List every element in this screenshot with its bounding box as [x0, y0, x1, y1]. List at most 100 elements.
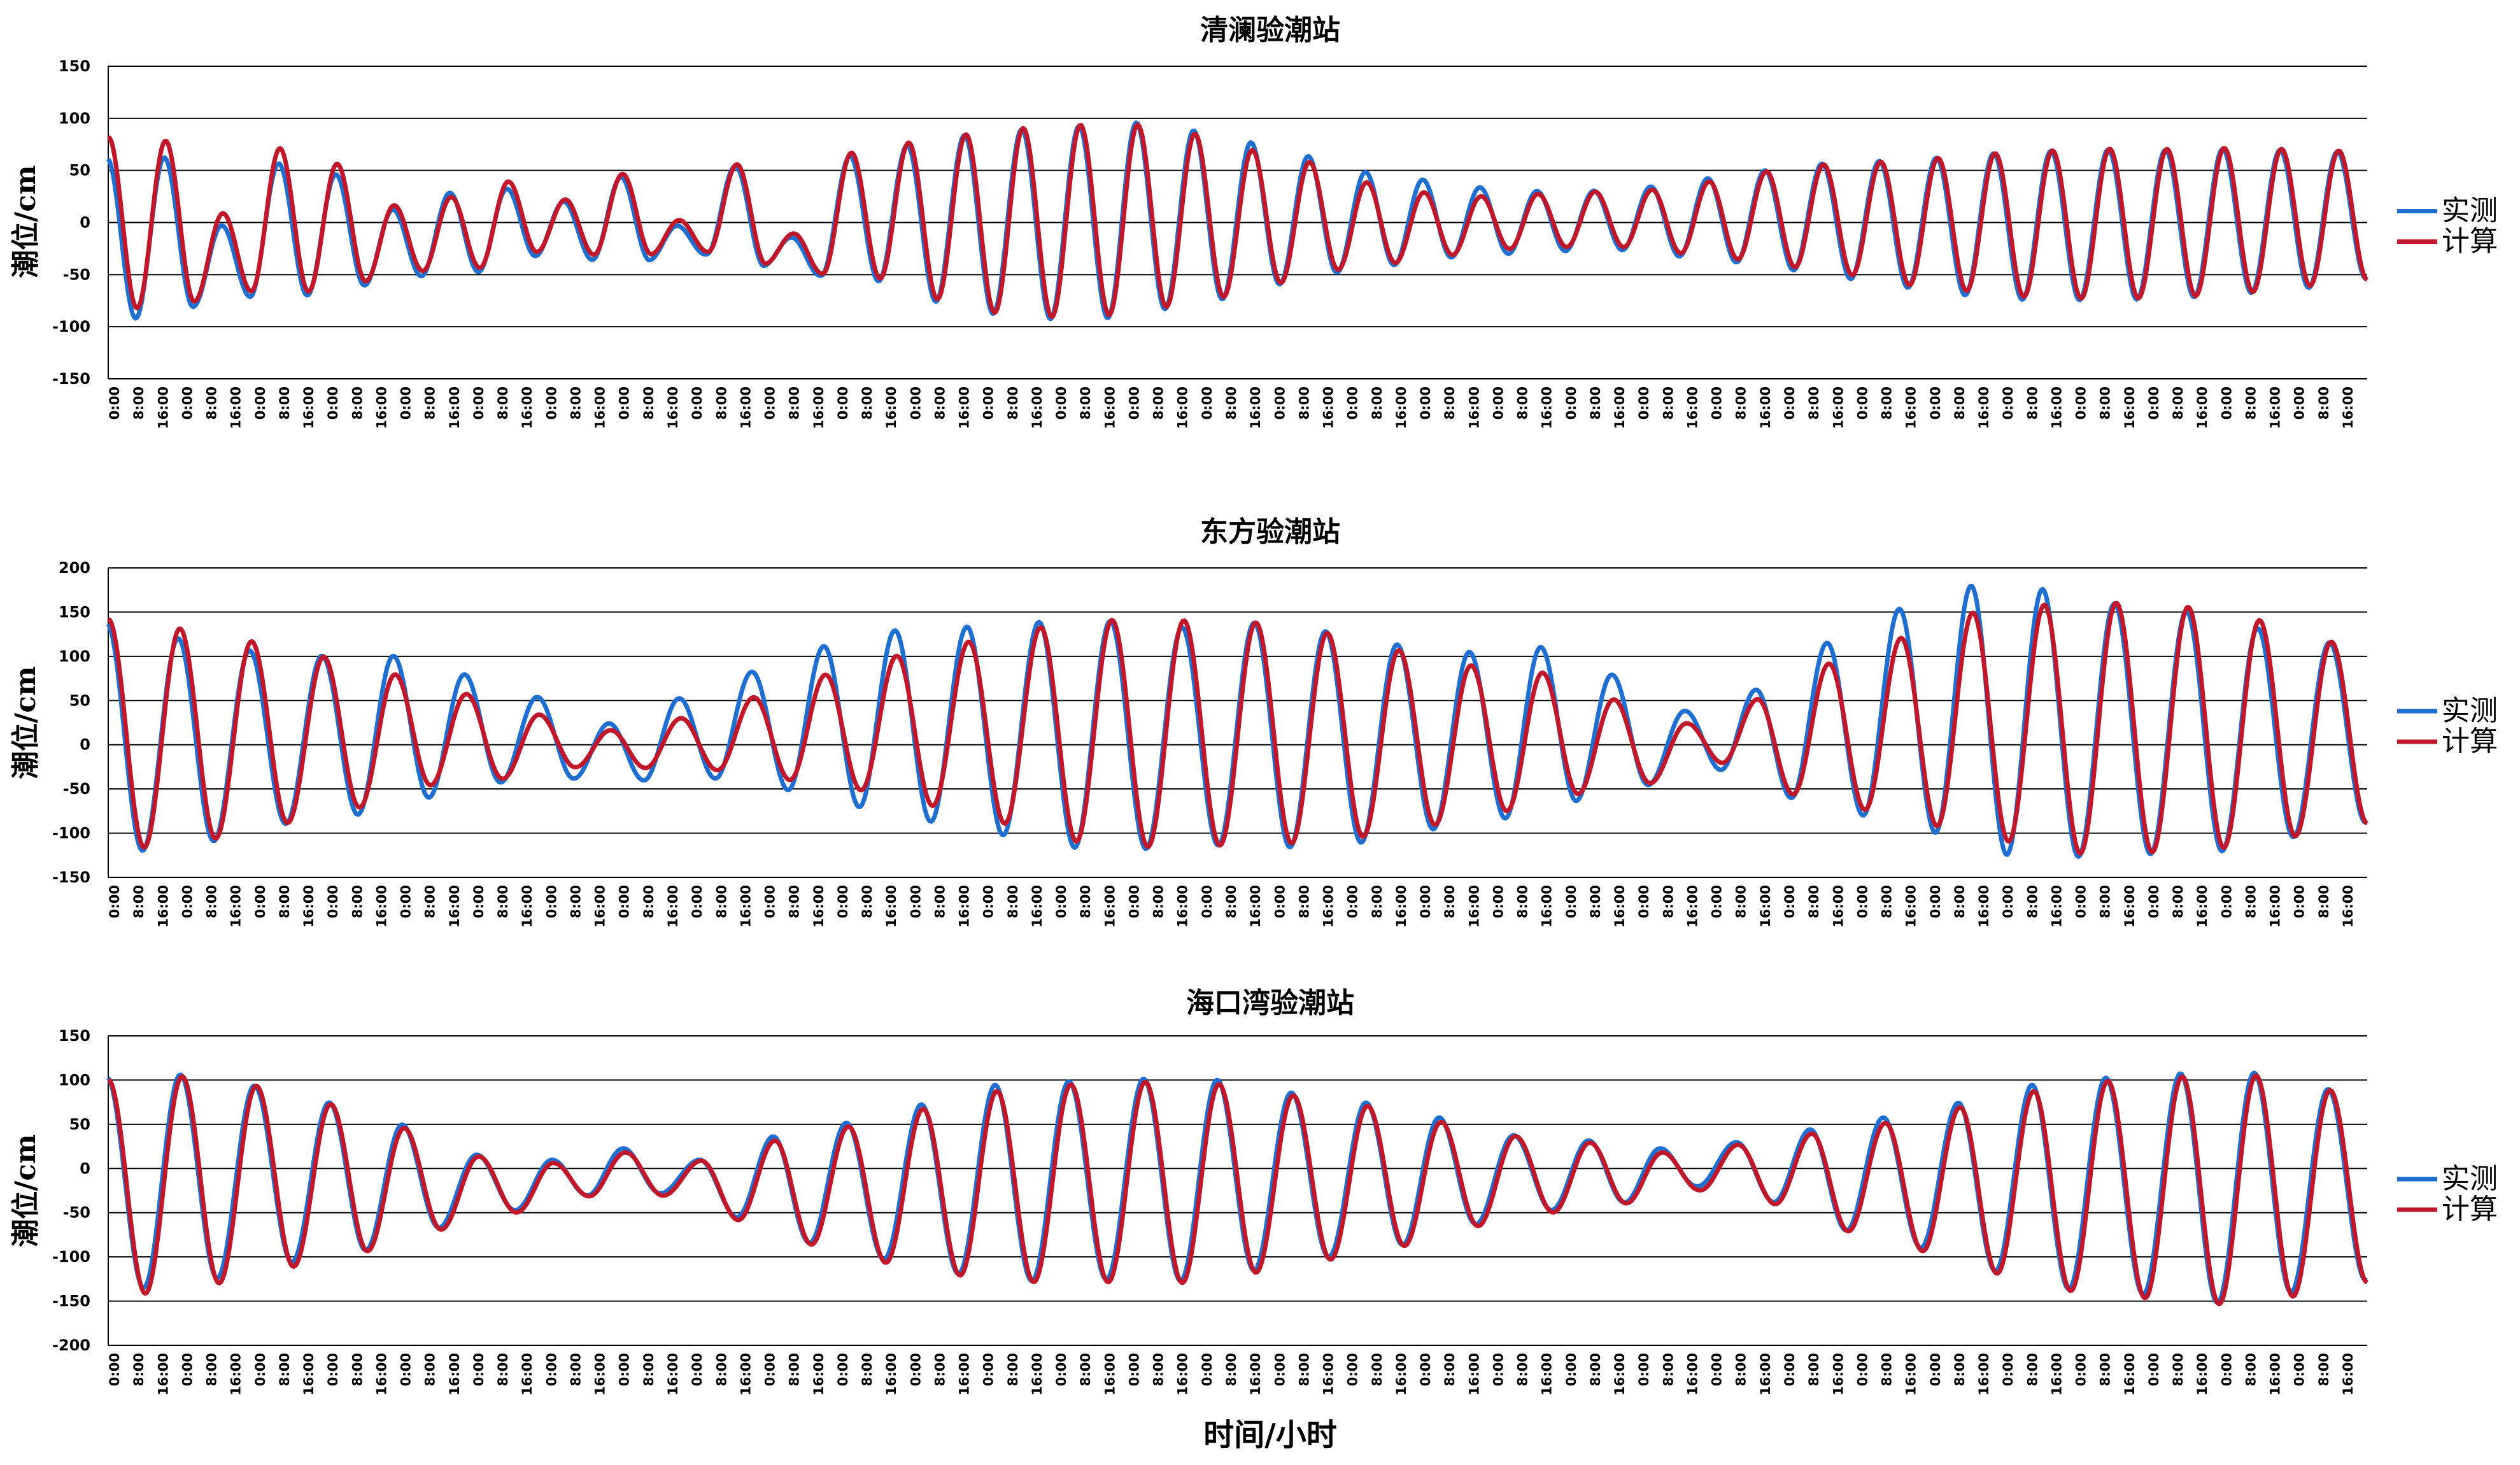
- y-tick-label: 0: [80, 1159, 90, 1177]
- x-tick-label: 0:00: [1054, 386, 1069, 420]
- x-tick-label: 16:00: [2049, 885, 2064, 928]
- x-tick-label: 16:00: [1102, 1353, 1117, 1396]
- x-tick-label: 0:00: [835, 386, 851, 420]
- x-tick-label: 8:00: [131, 885, 146, 918]
- x-tick-label: 8:00: [2098, 885, 2113, 918]
- x-tick-label: 16:00: [2122, 1353, 2137, 1396]
- x-tick-label: 16:00: [1830, 885, 1846, 928]
- x-tick-label: 8:00: [2170, 1353, 2186, 1386]
- x-tick-label: 8:00: [1151, 885, 1166, 918]
- x-tick-label: 0:00: [544, 885, 559, 918]
- x-tick-label: 0:00: [1418, 885, 1433, 918]
- x-tick-label: 16:00: [229, 386, 244, 429]
- x-tick-label: 0:00: [2074, 1353, 2089, 1386]
- x-tick-label: 0:00: [1418, 1353, 1433, 1386]
- x-tick-label: 8:00: [1078, 386, 1093, 420]
- x-tick-label: 16:00: [447, 386, 462, 429]
- x-tick-label: 8:00: [2316, 386, 2332, 420]
- x-tick-label: 0:00: [1345, 386, 1361, 420]
- x-tick-label: 16:00: [155, 386, 171, 429]
- x-tick-label: 16:00: [738, 1353, 753, 1396]
- x-tick-label: 8:00: [495, 885, 511, 918]
- y-tick-label: -50: [63, 1204, 90, 1222]
- x-tick-label: 8:00: [1734, 1353, 1749, 1386]
- x-tick-label: 0:00: [908, 885, 923, 918]
- x-tick-label: 16:00: [2195, 885, 2210, 928]
- x-tick-label: 8:00: [787, 386, 802, 420]
- x-tick-label: 16:00: [2049, 1353, 2064, 1396]
- x-tick-label: 16:00: [1321, 386, 1336, 429]
- x-tick-label: 8:00: [423, 885, 438, 918]
- x-tick-label: 0:00: [835, 1353, 851, 1386]
- x-tick-label: 0:00: [1709, 386, 1725, 420]
- x-tick-label: 8:00: [1296, 1353, 1312, 1386]
- x-tick-label: 8:00: [568, 885, 583, 918]
- x-tick-label: 16:00: [1758, 1353, 1773, 1396]
- x-tick-label: 0:00: [1272, 885, 1287, 918]
- x-tick-label: 16:00: [1904, 1353, 1919, 1396]
- x-tick-label: 0:00: [107, 386, 122, 420]
- x-tick-label: 16:00: [447, 885, 462, 928]
- x-tick-label: 16:00: [1248, 386, 1263, 429]
- y-tick-label: 150: [59, 603, 90, 621]
- x-tick-label: 0:00: [2146, 1353, 2162, 1386]
- x-tick-label: 16:00: [1466, 386, 1482, 429]
- x-tick-label: 8:00: [568, 386, 583, 420]
- x-tick-label: 16:00: [957, 386, 972, 429]
- x-tick-label: 0:00: [107, 885, 122, 918]
- x-tick-label: 8:00: [1370, 1353, 1385, 1386]
- x-tick-label: 0:00: [1855, 1353, 1870, 1386]
- y-tick-label: -100: [52, 825, 90, 842]
- x-tick-label: 8:00: [1879, 885, 1895, 918]
- x-tick-label: 16:00: [2340, 386, 2356, 429]
- x-tick-label: 0:00: [2292, 386, 2307, 420]
- x-tick-label: 8:00: [1078, 1353, 1093, 1386]
- x-tick-label: 0:00: [325, 885, 341, 918]
- x-tick-label: 0:00: [2146, 885, 2162, 918]
- x-tick-label: 16:00: [2122, 386, 2137, 429]
- x-tick-label: 8:00: [714, 885, 729, 918]
- x-tick-label: 0:00: [690, 386, 705, 420]
- x-tick-label: 16:00: [374, 1353, 389, 1396]
- x-tick-label: 16:00: [2268, 386, 2283, 429]
- x-tick-label: 16:00: [1830, 1353, 1846, 1396]
- x-tick-label: 8:00: [131, 1353, 146, 1386]
- x-tick-label: 0:00: [399, 885, 414, 918]
- x-tick-label: 8:00: [1370, 885, 1385, 918]
- chart-title: 清澜验潮站: [1200, 14, 1340, 46]
- x-tick-label: 16:00: [1102, 885, 1117, 928]
- x-tick-label: 0:00: [1490, 386, 1506, 420]
- x-tick-label: 0:00: [1345, 1353, 1361, 1386]
- x-tick-label: 0:00: [908, 386, 923, 420]
- x-tick-label: 8:00: [1879, 1353, 1895, 1386]
- x-tick-label: 0:00: [835, 885, 851, 918]
- x-tick-label: 0:00: [1782, 885, 1797, 918]
- y-axis-label: 潮位/cm: [10, 666, 42, 779]
- x-tick-label: 16:00: [301, 885, 316, 928]
- x-tick-label: 0:00: [617, 885, 632, 918]
- y-tick-label: 100: [59, 1071, 90, 1089]
- x-tick-label: 8:00: [860, 386, 875, 420]
- x-tick-label: 16:00: [2340, 885, 2356, 928]
- x-tick-label: 0:00: [544, 386, 559, 420]
- x-tick-label: 16:00: [1030, 1353, 1045, 1396]
- x-tick-label: 8:00: [641, 386, 656, 420]
- x-tick-label: 8:00: [1660, 885, 1676, 918]
- x-tick-label: 16:00: [1685, 386, 1700, 429]
- legend-label-measured: 实测: [2442, 195, 2498, 227]
- x-tick-label: 16:00: [1394, 885, 1409, 928]
- x-tick-label: 8:00: [495, 386, 511, 420]
- x-axis-label: 时间/小时: [1203, 1417, 1337, 1453]
- x-tick-label: 0:00: [1272, 1353, 1287, 1386]
- x-tick-label: 8:00: [1588, 386, 1603, 420]
- x-tick-label: 8:00: [1806, 1353, 1822, 1386]
- x-tick-label: 16:00: [1612, 1353, 1627, 1396]
- x-tick-label: 0:00: [399, 1353, 414, 1386]
- x-tick-label: 8:00: [1588, 885, 1603, 918]
- x-tick-label: 0:00: [1490, 1353, 1506, 1386]
- y-tick-label: -50: [63, 780, 90, 798]
- legend-label-computed: 计算: [2442, 1193, 2498, 1226]
- x-tick-label: 8:00: [2098, 1353, 2113, 1386]
- x-tick-label: 8:00: [1151, 386, 1166, 420]
